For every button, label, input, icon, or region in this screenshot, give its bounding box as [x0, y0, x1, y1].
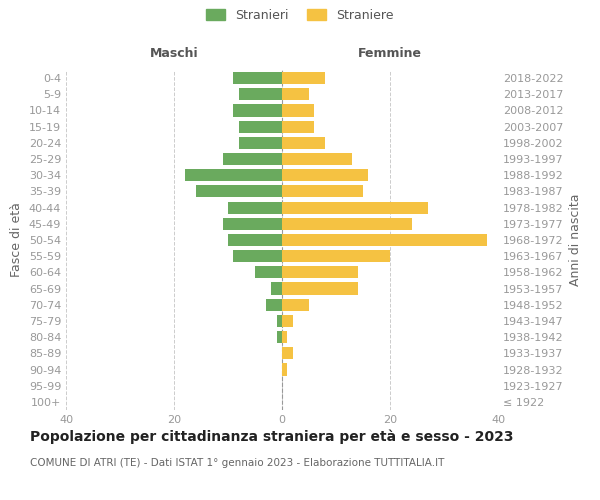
- Bar: [282, 120, 314, 132]
- Bar: [223, 218, 282, 230]
- Bar: [282, 298, 309, 311]
- Bar: [282, 72, 325, 84]
- Bar: [185, 169, 282, 181]
- Bar: [228, 202, 282, 213]
- Bar: [228, 234, 282, 246]
- Bar: [196, 186, 282, 198]
- Bar: [282, 186, 363, 198]
- Bar: [282, 234, 487, 246]
- Bar: [271, 282, 282, 294]
- Bar: [255, 266, 282, 278]
- Bar: [282, 104, 314, 117]
- Text: COMUNE DI ATRI (TE) - Dati ISTAT 1° gennaio 2023 - Elaborazione TUTTITALIA.IT: COMUNE DI ATRI (TE) - Dati ISTAT 1° genn…: [30, 458, 445, 468]
- Text: Femmine: Femmine: [358, 47, 422, 60]
- Bar: [239, 120, 282, 132]
- Bar: [233, 250, 282, 262]
- Bar: [233, 104, 282, 117]
- Bar: [266, 298, 282, 311]
- Text: Popolazione per cittadinanza straniera per età e sesso - 2023: Popolazione per cittadinanza straniera p…: [30, 430, 514, 444]
- Legend: Stranieri, Straniere: Stranieri, Straniere: [206, 8, 394, 22]
- Bar: [282, 315, 293, 327]
- Text: Maschi: Maschi: [149, 47, 199, 60]
- Bar: [282, 250, 390, 262]
- Y-axis label: Anni di nascita: Anni di nascita: [569, 194, 582, 286]
- Y-axis label: Fasce di età: Fasce di età: [10, 202, 23, 278]
- Bar: [282, 364, 287, 376]
- Bar: [282, 348, 293, 360]
- Bar: [282, 202, 428, 213]
- Bar: [282, 169, 368, 181]
- Bar: [239, 88, 282, 101]
- Bar: [282, 266, 358, 278]
- Bar: [282, 88, 309, 101]
- Bar: [282, 331, 287, 343]
- Bar: [233, 72, 282, 84]
- Bar: [282, 282, 358, 294]
- Bar: [282, 218, 412, 230]
- Bar: [277, 331, 282, 343]
- Bar: [239, 137, 282, 149]
- Bar: [282, 153, 352, 165]
- Bar: [282, 137, 325, 149]
- Bar: [277, 315, 282, 327]
- Bar: [223, 153, 282, 165]
